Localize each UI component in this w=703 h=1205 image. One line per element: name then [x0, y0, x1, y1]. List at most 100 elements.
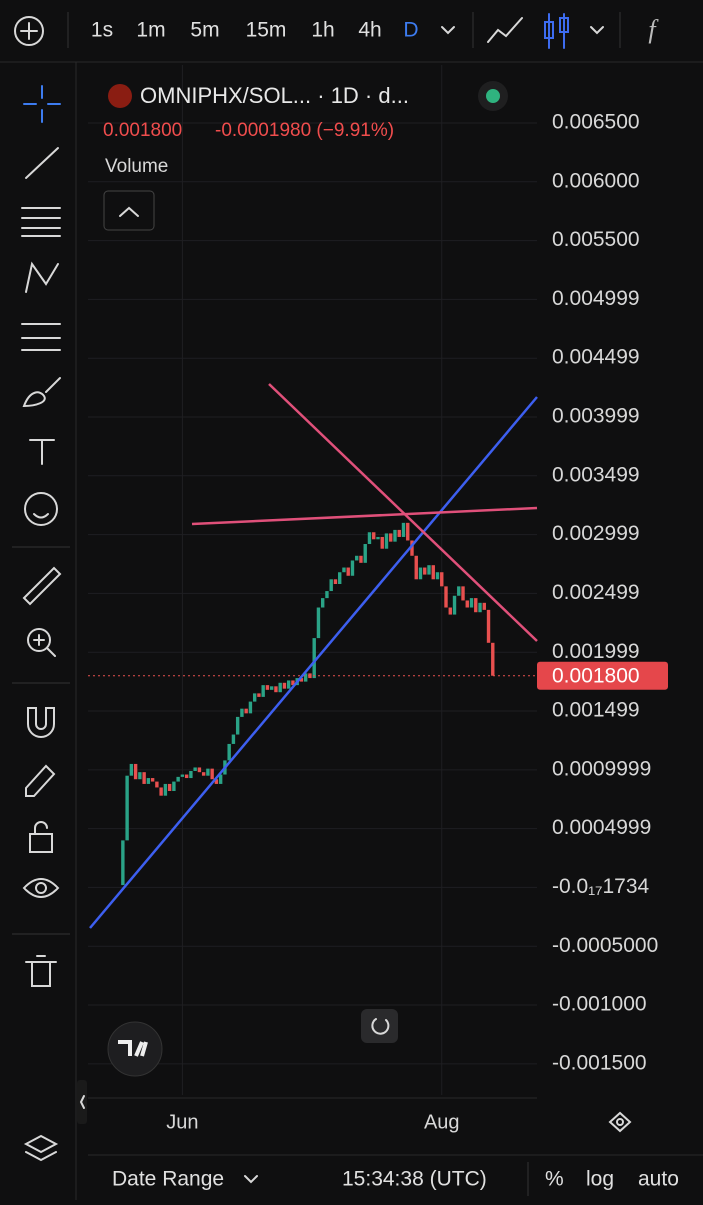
- log-toggle[interactable]: log: [586, 1168, 614, 1191]
- candle: [150, 778, 155, 782]
- dropdown-icon: [244, 1175, 258, 1184]
- volume-label[interactable]: Volume: [105, 156, 168, 177]
- candle: [325, 591, 329, 599]
- candle: [282, 682, 287, 689]
- price-tick-label: 0.002999: [552, 522, 640, 545]
- settings-icon[interactable]: [608, 1111, 632, 1133]
- emoji-tool[interactable]: [24, 492, 58, 526]
- clock[interactable]: 15:34:38 (UTC): [342, 1168, 487, 1191]
- lock-draw-tool[interactable]: [25, 764, 56, 797]
- trend-line-tool[interactable]: [25, 147, 59, 179]
- percent-toggle[interactable]: %: [545, 1168, 564, 1191]
- candle: [401, 522, 406, 537]
- candle: [214, 779, 219, 784]
- interval-button[interactable]: 1m: [136, 19, 165, 42]
- candle: [129, 763, 134, 776]
- candle: [197, 767, 202, 773]
- prediction-tool[interactable]: [21, 323, 61, 351]
- candle: [431, 565, 435, 580]
- symbol-title[interactable]: OMNIPHX/SOL... · 1D · d...: [140, 83, 409, 108]
- interval-button[interactable]: 1s: [91, 19, 113, 42]
- candle: [146, 778, 151, 784]
- candle: [248, 701, 253, 714]
- candle: [333, 579, 338, 584]
- magnet-tool[interactable]: [27, 707, 55, 738]
- date-range-button[interactable]: Date Range: [112, 1168, 224, 1191]
- candle: [274, 686, 278, 693]
- delete-tool[interactable]: [25, 955, 57, 987]
- indicator-icon[interactable]: f: [648, 15, 659, 44]
- candle: [338, 572, 342, 584]
- candle: [125, 775, 129, 841]
- candle: [321, 598, 325, 608]
- price-tick-label: 0.002499: [552, 581, 640, 604]
- lock-tool[interactable]: [29, 821, 53, 853]
- price-tick-label: 0.005500: [552, 228, 640, 251]
- line-chart-icon[interactable]: [487, 17, 523, 43]
- candle: [176, 776, 180, 782]
- candle: [184, 774, 189, 779]
- tradingview-logo[interactable]: [107, 1021, 163, 1077]
- candle: [167, 783, 172, 791]
- candle: [316, 607, 321, 639]
- hide-tool[interactable]: [22, 878, 60, 898]
- price-tick-label: -0.001000: [552, 993, 647, 1016]
- pattern-tool[interactable]: [25, 261, 59, 293]
- zoom-icon: [33, 634, 56, 657]
- candle: [469, 598, 474, 608]
- price-label-box: [537, 661, 668, 690]
- time-axis: Jun Aug: [166, 1111, 459, 1133]
- dropdown-icon[interactable]: [590, 26, 604, 35]
- candle: [461, 586, 465, 601]
- ruler-tool[interactable]: [22, 566, 62, 606]
- candle-icon: [559, 17, 569, 33]
- time-tick-label: Aug: [424, 1111, 460, 1133]
- price-tick-label: 0.006500: [552, 111, 640, 134]
- interval-button[interactable]: 1h: [311, 19, 334, 42]
- candle: [406, 522, 410, 541]
- reset-button[interactable]: [361, 1009, 398, 1043]
- fib-tool[interactable]: [21, 207, 61, 237]
- interval-button[interactable]: 5m: [190, 19, 219, 42]
- collapse-icon: [119, 206, 139, 217]
- dropdown-icon[interactable]: [441, 26, 455, 35]
- candle: [465, 600, 469, 608]
- candle: [346, 567, 350, 576]
- candle: [355, 555, 359, 561]
- settings-icon: [616, 1118, 624, 1126]
- layers-button[interactable]: [23, 1134, 59, 1162]
- candle: [291, 680, 295, 686]
- interval-button[interactable]: 4h: [358, 19, 381, 42]
- candle: [397, 529, 401, 537]
- candle: [240, 708, 244, 717]
- candle: [384, 533, 389, 549]
- candle: [342, 567, 346, 573]
- symbol-logo: [108, 84, 132, 108]
- candle: [389, 533, 393, 542]
- interval-bar: 1s 1m 5m 15m 1h 4h D: [91, 19, 419, 42]
- auto-toggle[interactable]: auto: [638, 1168, 679, 1191]
- candle: [172, 781, 176, 791]
- interval-button[interactable]: D: [403, 19, 418, 42]
- zoom-tool[interactable]: [27, 628, 51, 652]
- candle: [372, 532, 376, 540]
- candle: [482, 602, 486, 610]
- brush-tool[interactable]: [22, 377, 61, 408]
- eye-icon: [35, 882, 47, 894]
- text-tool[interactable]: [29, 439, 55, 465]
- add-button[interactable]: [14, 16, 44, 46]
- candles: [88, 522, 537, 886]
- status-dot: [486, 89, 500, 103]
- crosshair-tool[interactable]: [23, 85, 61, 123]
- interval-button[interactable]: 15m: [246, 19, 287, 42]
- candle: [299, 678, 304, 682]
- price-tick-label: 0.001499: [552, 699, 640, 722]
- candle: [486, 609, 491, 643]
- candle: [235, 716, 240, 735]
- candle: [423, 567, 427, 575]
- price-tick-label: -0.001500: [552, 1051, 647, 1074]
- candle: [440, 572, 444, 587]
- collapse-button[interactable]: [103, 190, 155, 231]
- candle: [265, 685, 270, 690]
